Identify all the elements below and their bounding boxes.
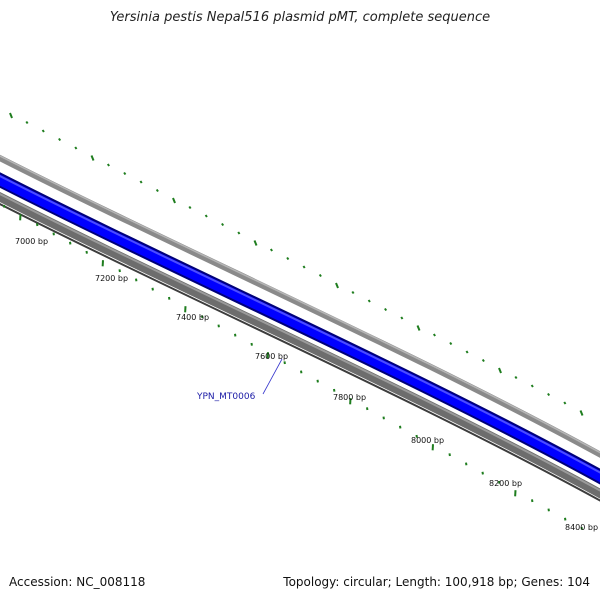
outer-tick-mark <box>155 188 159 193</box>
forward-strand-feature <box>0 172 600 485</box>
outer-tick-mark <box>335 282 339 289</box>
outer-tick-mark <box>286 256 290 261</box>
gene-label-ypn-mt0006[interactable]: YPN_MT0006 <box>196 392 256 402</box>
forward-feature-shine <box>0 174 600 474</box>
outer-tick-mark <box>367 299 371 303</box>
ruler-tick-label: 7400 bp <box>176 313 209 322</box>
outer-tick-mark <box>204 214 208 218</box>
ruler-tick-label: 8400 bp <box>565 523 598 532</box>
ruler-tick-labels: 7000 bp 7200 bp 7400 bp 7600 bp 7800 bp 8000 … <box>15 237 598 532</box>
ruler-tick-label: 7000 bp <box>15 237 48 246</box>
ruler-tick-label: 7200 bp <box>95 274 128 283</box>
backbone-inner-ring <box>0 192 600 502</box>
ruler-tick-label: 7800 bp <box>333 393 366 402</box>
outer-gc-ticks <box>9 112 584 416</box>
backbone-inner-shadow <box>0 202 600 502</box>
backbone-outer-highlight <box>0 155 600 454</box>
outer-tick-mark <box>351 290 355 295</box>
outer-tick-mark <box>498 367 502 374</box>
outer-tick-mark <box>416 325 421 331</box>
outer-tick-mark <box>221 222 225 227</box>
outer-tick-mark <box>139 180 143 184</box>
gene-annotation: YPN_MT0006 <box>196 358 283 402</box>
outer-tick-mark <box>400 316 404 320</box>
outer-tick-mark <box>253 240 258 246</box>
map-title: Yersinia pestis Nepal516 plasmid pMT, co… <box>109 10 491 25</box>
outer-tick-mark <box>269 248 273 252</box>
backbone-inner-band <box>0 192 600 499</box>
outer-tick-mark <box>449 341 453 346</box>
outer-tick-mark <box>237 231 241 235</box>
outer-tick-mark <box>465 350 469 354</box>
gene-leader-line <box>262 358 283 395</box>
outer-tick-mark <box>25 120 29 125</box>
outer-tick-mark <box>58 137 62 142</box>
outer-tick-mark <box>123 171 127 176</box>
outer-tick-mark <box>514 375 518 380</box>
outer-tick-mark <box>302 265 306 269</box>
outer-tick-mark <box>530 384 534 388</box>
footer-topology: Topology: circular; Length: 100,918 bp; … <box>283 575 590 589</box>
outer-tick-mark <box>318 273 322 278</box>
outer-tick-mark <box>563 401 567 405</box>
outer-tick-mark <box>188 205 192 210</box>
backbone-outer-ring <box>0 154 600 458</box>
backbone-inner-highlight <box>0 192 600 492</box>
backbone-outer-band <box>0 154 600 458</box>
outer-tick-mark <box>481 358 485 363</box>
outer-tick-mark <box>579 410 584 416</box>
outer-tick-mark <box>41 129 45 133</box>
ruler-tick-label: 7600 bp <box>255 352 288 361</box>
outer-tick-mark <box>90 155 95 161</box>
ruler-tick-label: 8200 bp <box>489 479 522 488</box>
outer-tick-mark <box>9 112 13 119</box>
footer-accession: Accession: NC_008118 <box>9 575 146 589</box>
forward-feature-band <box>0 174 600 483</box>
outer-tick-mark <box>172 197 176 204</box>
outer-tick-mark <box>384 307 388 312</box>
outer-tick-mark <box>106 163 110 167</box>
ruler-tick-label: 8000 bp <box>411 436 444 445</box>
outer-tick-mark <box>432 333 436 337</box>
outer-tick-mark <box>547 392 551 397</box>
outer-tick-mark <box>74 146 78 150</box>
ruler-ticks <box>3 204 583 530</box>
